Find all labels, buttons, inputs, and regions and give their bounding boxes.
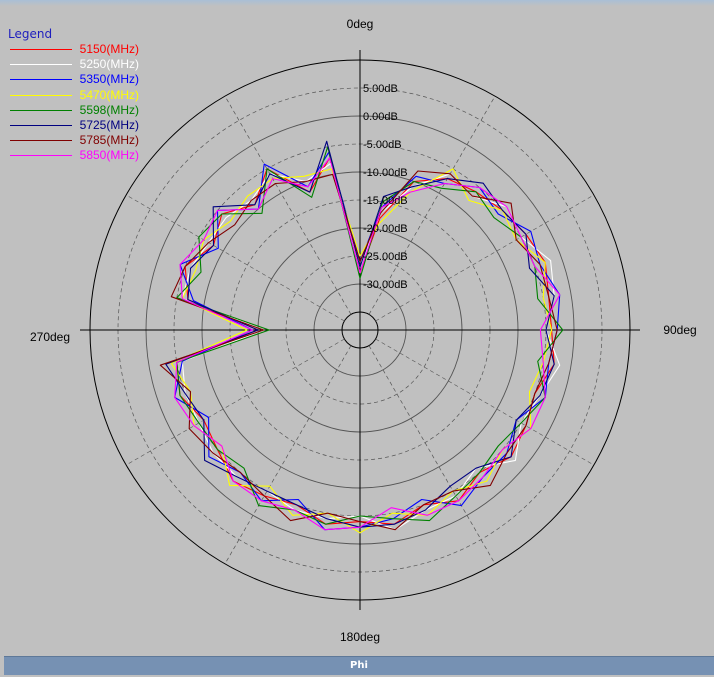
legend-swatch (10, 64, 72, 66)
axis-labels: 0deg 90deg 180deg 270deg 5.00dB 0.00dB -5.00dB… (30, 17, 697, 644)
grid-spoke (375, 194, 595, 322)
legend-item: 5850(MHz) (8, 148, 143, 163)
footer-bar: Phi (4, 656, 714, 675)
series-trace-5850(MHz) (174, 157, 561, 531)
legend: Legend 5150(MHz) 5250(MHz) 5350(MHz) 5470(M… (8, 26, 143, 164)
legend-title: Legend (8, 27, 53, 41)
radial-label: -5.00dB (363, 139, 402, 151)
angle-label: 0deg (347, 17, 374, 31)
polar-grid (80, 50, 640, 610)
legend-swatch (10, 94, 72, 96)
angle-label: 90deg (663, 323, 696, 337)
legend-label: 5850(MHz) (79, 148, 139, 163)
legend-swatch (10, 124, 72, 126)
legend-swatch (10, 155, 72, 157)
legend-label: 5250(MHz) (79, 57, 139, 72)
legend-swatch (10, 140, 72, 142)
legend-item: 5725(MHz) (8, 118, 143, 133)
radial-label: -15.00dB (363, 195, 408, 207)
legend-item: 5470(MHz) (8, 88, 143, 103)
radial-label: -10.00dB (363, 167, 408, 179)
legend-label: 5598(MHz) (79, 102, 139, 117)
radial-label: -25.00dB (363, 251, 408, 263)
legend-item: 5350(MHz) (8, 72, 143, 87)
window-top-strip (0, 0, 714, 6)
legend-items: 5150(MHz) 5250(MHz) 5350(MHz) 5470(MHz) 5598… (8, 42, 143, 164)
legend-label: 5725(MHz) (79, 117, 139, 132)
grid-spoke (368, 345, 496, 565)
grid-spoke (224, 95, 352, 315)
grid-spoke (375, 338, 595, 466)
legend-item: 5250(MHz) (8, 57, 143, 72)
series-traces (159, 140, 564, 534)
legend-label: 5470(MHz) (79, 87, 139, 102)
legend-swatch (10, 49, 72, 50)
legend-label: 5785(MHz) (79, 133, 139, 148)
legend-item: 5785(MHz) (8, 133, 143, 148)
series-trace-5785(MHz) (159, 170, 558, 531)
radial-label: -30.00dB (363, 279, 408, 291)
legend-swatch (10, 109, 72, 111)
angle-label: 270deg (30, 330, 70, 344)
legend-swatch (10, 79, 72, 81)
grid-spoke (224, 345, 352, 565)
legend-label: 5150(MHz) (79, 42, 139, 56)
legend-item: 5150(MHz) (8, 42, 143, 57)
radial-label: 5.00dB (363, 83, 398, 95)
polar-plot-area: 0deg 90deg 180deg 270deg 5.00dB 0.00dB -5.00dB… (30, 17, 697, 644)
grid-spoke (125, 194, 345, 322)
legend-item: 5598(MHz) (8, 103, 143, 118)
footer-label: Phi (350, 660, 368, 671)
radial-label: -20.00dB (363, 223, 408, 235)
radial-label: 0.00dB (363, 111, 398, 123)
grid-spoke (368, 95, 496, 315)
legend-label: 5350(MHz) (79, 72, 139, 87)
angle-label: 180deg (340, 630, 380, 644)
grid-spoke (125, 338, 345, 466)
